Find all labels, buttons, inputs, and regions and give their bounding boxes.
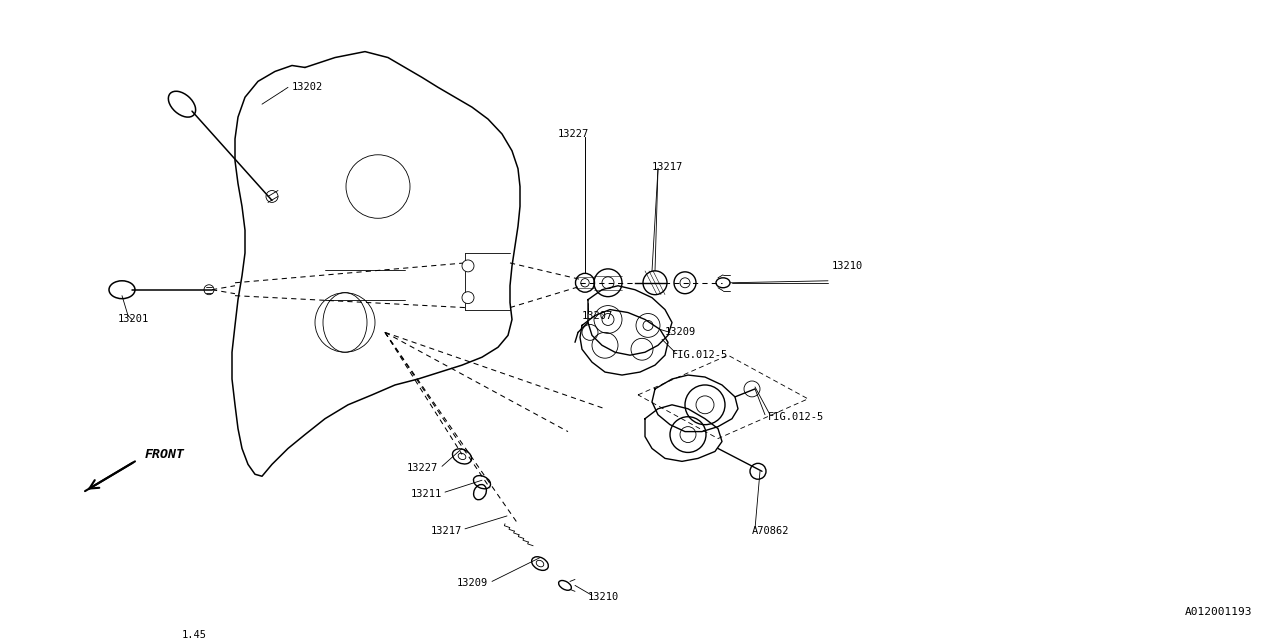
- Text: FIG.012-5: FIG.012-5: [672, 350, 728, 360]
- Text: FRONT: FRONT: [145, 448, 186, 461]
- Text: 13211: 13211: [411, 489, 442, 499]
- Text: 13210: 13210: [588, 592, 620, 602]
- Text: A012001193: A012001193: [1184, 607, 1252, 617]
- Text: 1.45: 1.45: [182, 630, 207, 640]
- Text: 13217: 13217: [431, 526, 462, 536]
- Text: 13217: 13217: [652, 162, 684, 172]
- Text: 13202: 13202: [292, 83, 324, 92]
- Text: 13201: 13201: [118, 314, 150, 324]
- Text: 13227: 13227: [407, 463, 438, 474]
- Text: 13209: 13209: [457, 579, 488, 588]
- Text: A70862: A70862: [753, 526, 790, 536]
- Text: 13210: 13210: [832, 261, 863, 271]
- Text: FIG.012-5: FIG.012-5: [768, 412, 824, 422]
- Circle shape: [462, 260, 474, 272]
- Text: 13227: 13227: [558, 129, 589, 139]
- Text: 13209: 13209: [666, 328, 696, 337]
- Text: 13207: 13207: [582, 310, 613, 321]
- Circle shape: [462, 292, 474, 303]
